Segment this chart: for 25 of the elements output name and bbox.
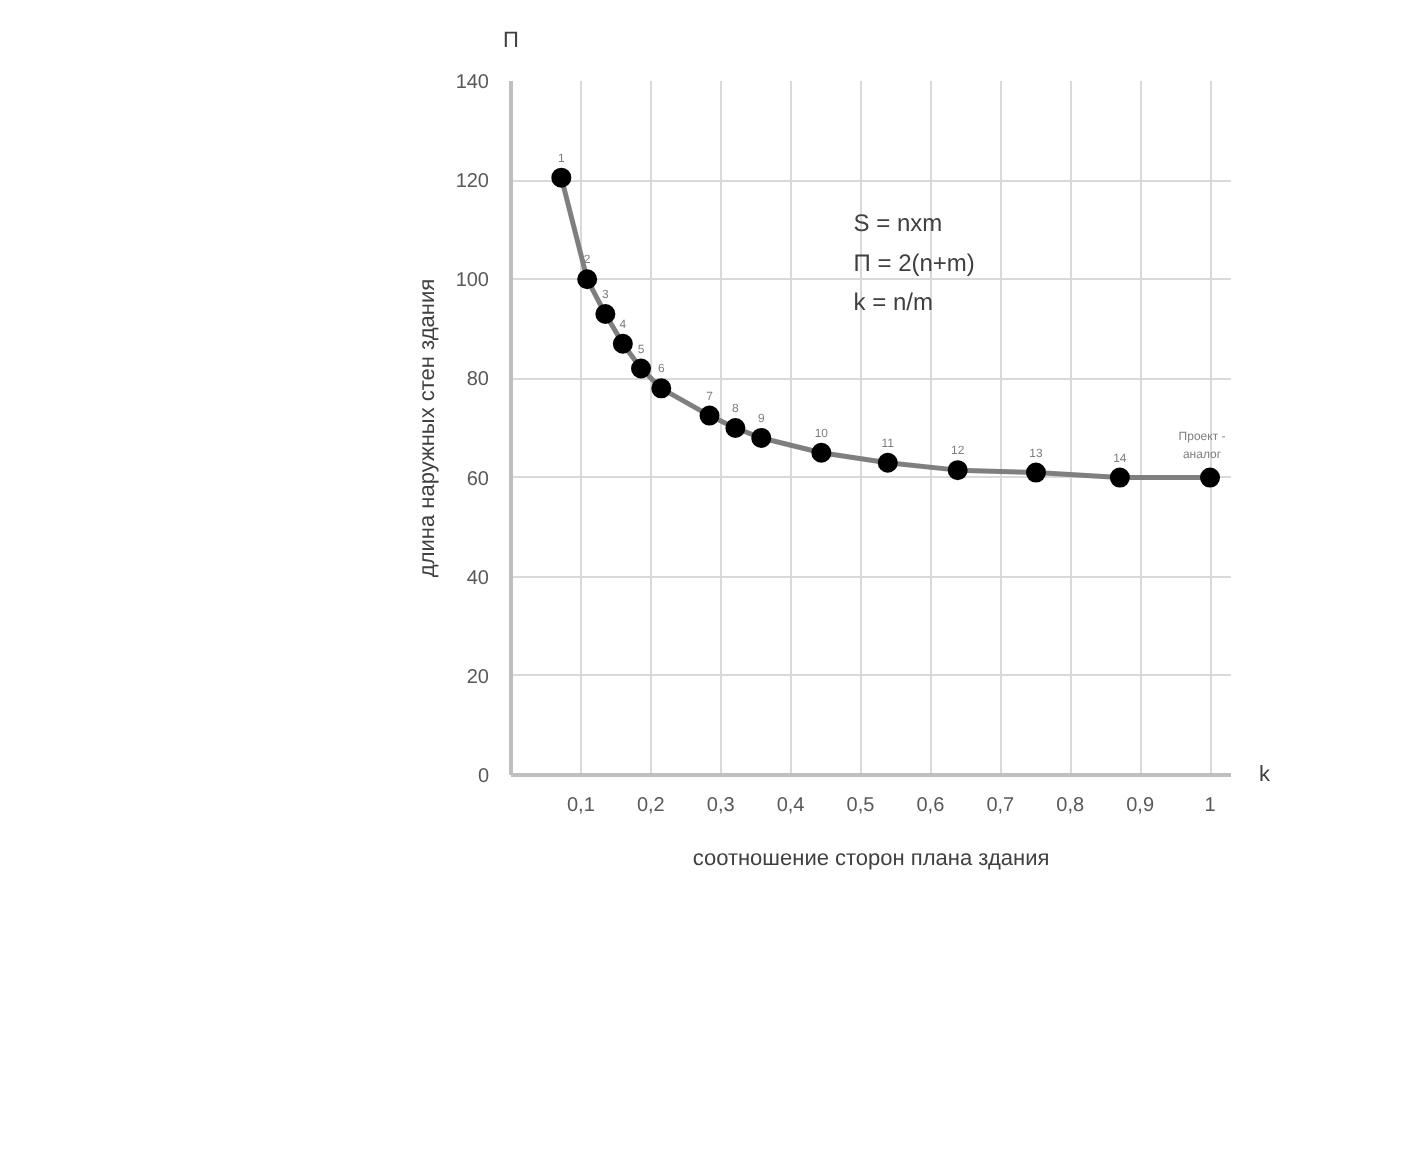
y-tick-label: 20 — [466, 666, 490, 689]
text: k — [1259, 763, 1271, 787]
x-tick-label: 0,2 — [636, 795, 666, 817]
text: П — [503, 29, 520, 53]
y-tick-label: 140 — [455, 72, 490, 94]
x-tick-label: 0,4 — [776, 795, 806, 817]
annotation: k = n/m — [853, 288, 933, 317]
x-tick-label: 0,6 — [916, 795, 946, 817]
y-tick-label: 0 — [477, 766, 490, 788]
y-tick-label: 120 — [455, 171, 490, 194]
x-tick-label: 0,1 — [567, 795, 596, 817]
x-tick-label: 0,9 — [1126, 795, 1155, 817]
y-tick-label: 100 — [455, 270, 490, 293]
x-tick-label: 0,7 — [986, 795, 1016, 817]
x-tick-label: 1 — [1204, 795, 1217, 817]
annotation: S = nxm — [853, 209, 943, 238]
y-axis-title: длина наружных стен здания — [415, 278, 440, 578]
x-tick-label: 0,5 — [846, 795, 876, 817]
y-tick-label: 60 — [466, 468, 490, 491]
x-tick-label: 0,8 — [1056, 795, 1085, 817]
x-tick-label: 0,3 — [706, 795, 736, 817]
x-axis-title: соотношение сторон плана здания — [692, 847, 1050, 871]
y-tick-label: 80 — [466, 369, 490, 392]
annotation: П = 2(n+m) — [853, 248, 975, 277]
y-tick-label: 40 — [466, 567, 490, 590]
